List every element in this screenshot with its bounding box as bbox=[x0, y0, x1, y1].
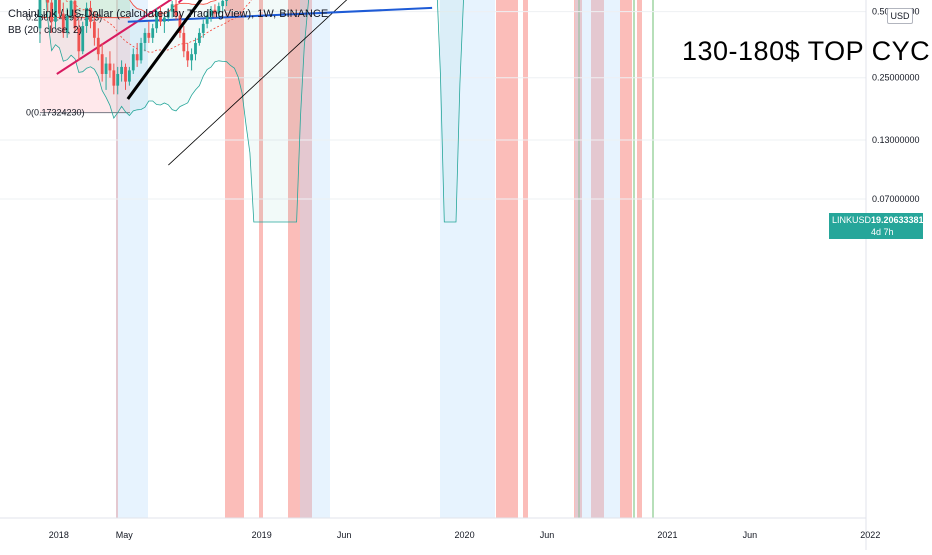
candle-body-34 bbox=[170, 4, 174, 12]
red-band-9 bbox=[620, 0, 632, 518]
time-tick-2: 2019 bbox=[252, 530, 272, 540]
time-tick-4: 2020 bbox=[455, 530, 475, 540]
candle-body-25 bbox=[135, 54, 139, 61]
red-band-4 bbox=[306, 0, 312, 518]
candle-body-24 bbox=[131, 54, 135, 71]
red-band-1 bbox=[225, 0, 244, 518]
indicator-label[interactable]: BB (20, close, 2) bbox=[8, 25, 82, 36]
candle-body-19 bbox=[112, 70, 116, 86]
candle-body-36 bbox=[178, 15, 182, 33]
red-band-3 bbox=[288, 0, 306, 518]
time-tick-1: May bbox=[116, 530, 134, 540]
candle-body-11 bbox=[81, 26, 85, 52]
green-band-0 bbox=[578, 0, 580, 518]
candle-body-33 bbox=[166, 11, 170, 18]
time-tick-3: Jun bbox=[337, 530, 352, 540]
candle-body-40 bbox=[194, 42, 197, 55]
last-price-tag: LINKUSD 19.20633381 4d 7h bbox=[829, 213, 924, 239]
blue-zone-1 bbox=[300, 0, 330, 518]
bollinger-lower bbox=[45, 0, 464, 223]
candle-body-22 bbox=[124, 66, 127, 82]
time-tick-8: 2022 bbox=[860, 530, 880, 540]
fib-2018-zone-8 bbox=[40, 0, 130, 18]
price-tick-13: 0.25000000 bbox=[872, 73, 920, 83]
time-tick-5: Jun bbox=[540, 530, 555, 540]
candle-body-43 bbox=[205, 15, 209, 24]
time-tick-0: 2018 bbox=[49, 530, 69, 540]
fib-2018-zone-9 bbox=[40, 17, 130, 113]
chart-title: ChainLink / US Dollar (calculated by Tra… bbox=[8, 8, 329, 20]
candle-body-15 bbox=[96, 37, 100, 55]
price-tick-14: 0.13000000 bbox=[872, 135, 920, 145]
bollinger-upper bbox=[129, 0, 218, 18]
currency-button[interactable]: USD bbox=[887, 8, 913, 24]
bollinger-fill bbox=[46, 0, 464, 222]
candle-body-28 bbox=[147, 32, 151, 38]
candle-body-42 bbox=[201, 23, 205, 33]
target-annotation: 130-180$ TOP CYC bbox=[682, 36, 931, 66]
price-tick-15: 0.07000000 bbox=[872, 194, 920, 204]
candle-body-35 bbox=[174, 4, 178, 16]
candle-body-31 bbox=[159, 11, 162, 22]
red-band-6 bbox=[523, 0, 528, 518]
candle-body-29 bbox=[151, 28, 155, 38]
candle-body-18 bbox=[108, 63, 112, 71]
candle-body-27 bbox=[143, 32, 147, 43]
candle-body-17 bbox=[104, 63, 108, 74]
candle-body-32 bbox=[162, 17, 166, 22]
candle-body-16 bbox=[100, 54, 104, 74]
candle-body-23 bbox=[127, 70, 131, 82]
red-band-8 bbox=[591, 0, 604, 518]
candle-body-46 bbox=[217, 6, 221, 14]
candle-body-2 bbox=[46, 0, 50, 3]
blue-zone-2 bbox=[440, 0, 495, 518]
candle-body-10 bbox=[77, 28, 81, 52]
candle-body-0 bbox=[38, 0, 42, 29]
candle-body-39 bbox=[190, 54, 193, 61]
candle-body-9 bbox=[73, 0, 77, 29]
red-band-7 bbox=[574, 0, 582, 518]
red-band-2 bbox=[259, 0, 263, 518]
candle-body-48 bbox=[225, 0, 228, 1]
channel-lower bbox=[168, 0, 348, 166]
candle-body-26 bbox=[139, 42, 143, 61]
candle-body-7 bbox=[65, 15, 69, 33]
candle-body-37 bbox=[182, 32, 186, 52]
candle-body-21 bbox=[120, 66, 124, 74]
candle-body-45 bbox=[213, 9, 217, 14]
support-line-1 bbox=[127, 6, 433, 23]
candle-body-8 bbox=[69, 0, 73, 16]
candle-body-12 bbox=[85, 7, 89, 27]
candle-body-5 bbox=[58, 0, 61, 14]
price-tag-symbol: LINKUSD bbox=[832, 215, 872, 225]
candle-body-30 bbox=[155, 11, 158, 29]
candle-body-44 bbox=[209, 9, 213, 16]
red-band-0 bbox=[116, 0, 118, 518]
candle-body-20 bbox=[116, 73, 120, 86]
time-tick-6: 2021 bbox=[657, 530, 677, 540]
candle-body-38 bbox=[186, 51, 190, 61]
green-band-2 bbox=[652, 0, 654, 518]
red-band-5 bbox=[496, 0, 518, 518]
candle-body-13 bbox=[89, 7, 92, 22]
candle-body-47 bbox=[221, 0, 225, 7]
candle-body-4 bbox=[54, 0, 57, 22]
blue-zone-3 bbox=[575, 0, 620, 519]
candle-body-6 bbox=[61, 13, 65, 33]
time-tick-7: Jun bbox=[743, 530, 758, 540]
candle-body-3 bbox=[50, 2, 54, 22]
red-band-10 bbox=[637, 0, 642, 518]
candle-body-41 bbox=[197, 32, 201, 43]
fib-2018-label-10: 0(0.17324230) bbox=[26, 108, 85, 118]
blue-zone-0 bbox=[116, 0, 148, 518]
price-tag-countdown: 4d 7h bbox=[871, 227, 894, 237]
candle-body-14 bbox=[92, 21, 96, 38]
bollinger-basis bbox=[63, 0, 252, 53]
price-tag-price: 19.20633381 bbox=[871, 215, 924, 225]
green-band-1 bbox=[633, 0, 635, 518]
